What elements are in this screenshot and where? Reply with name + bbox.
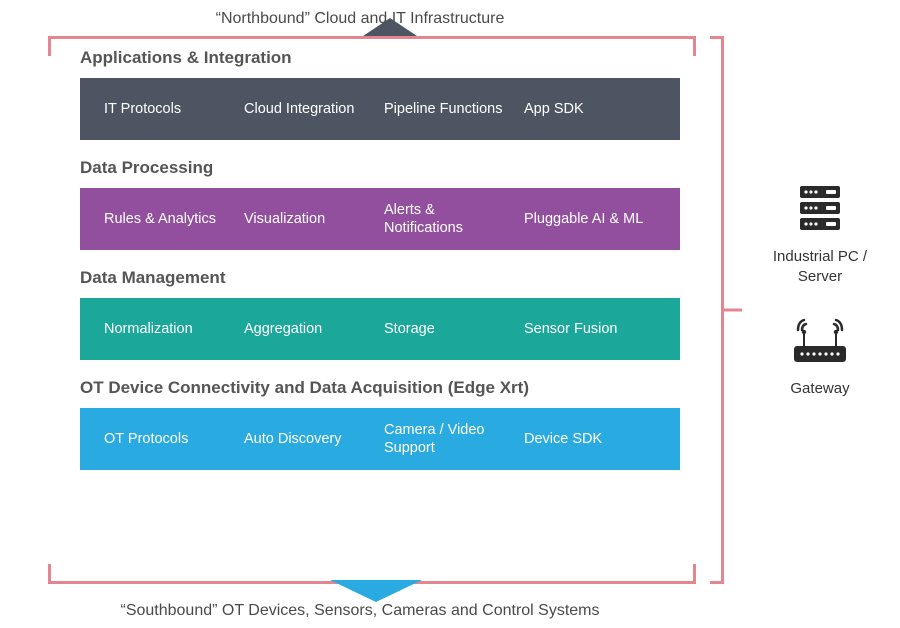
layer-item: Auto Discovery [244, 430, 384, 448]
layer-bar: Normalization Aggregation Storage Sensor… [80, 298, 680, 360]
layer-item: Device SDK [524, 430, 664, 448]
server-block: Industrial PC / Server [750, 180, 890, 286]
layer-title: Data Processing [80, 158, 680, 178]
layer-title: Applications & Integration [80, 48, 680, 68]
layer-processing: Data Processing Rules & Analytics Visual… [80, 158, 680, 250]
layer-applications: Applications & Integration IT Protocols … [80, 48, 680, 140]
layer-item: Visualization [244, 210, 384, 228]
right-bracket-icon [694, 36, 724, 584]
layer-item: IT Protocols [104, 100, 244, 118]
server-icon [792, 180, 848, 236]
layer-item: Cloud Integration [244, 100, 384, 118]
layer-stack: Applications & Integration IT Protocols … [80, 48, 680, 470]
layer-title: OT Device Connectivity and Data Acquisit… [80, 378, 680, 398]
layer-item: Normalization [104, 320, 244, 338]
layer-item: Pluggable AI & ML [524, 210, 664, 228]
layer-title: Data Management [80, 268, 680, 288]
layer-item: Storage [384, 320, 524, 338]
arrow-down-icon [330, 580, 422, 602]
layer-item: Pipeline Functions [384, 100, 524, 118]
gateway-label: Gateway [750, 379, 890, 399]
layer-management: Data Management Normalization Aggregatio… [80, 268, 680, 360]
layer-connectivity: OT Device Connectivity and Data Acquisit… [80, 378, 680, 470]
gateway-icon [788, 316, 852, 368]
layer-bar: IT Protocols Cloud Integration Pipeline … [80, 78, 680, 140]
arrow-up-icon [360, 18, 420, 38]
layer-bar: OT Protocols Auto Discovery Camera / Vid… [80, 408, 680, 470]
gateway-block: Gateway [750, 316, 890, 399]
server-label: Industrial PC / Server [750, 247, 890, 286]
layer-item: OT Protocols [104, 430, 244, 448]
diagram-canvas: “Northbound” Cloud and IT Infrastructure… [0, 0, 900, 628]
layer-item: Alerts & Notifications [384, 201, 524, 237]
layer-item: App SDK [524, 100, 664, 118]
layer-item: Sensor Fusion [524, 320, 664, 338]
southbound-caption: “Southbound” OT Devices, Sensors, Camera… [0, 602, 720, 620]
layer-item: Aggregation [244, 320, 384, 338]
side-legend: Industrial PC / Server [750, 180, 890, 429]
layer-item: Rules & Analytics [104, 210, 244, 228]
layer-bar: Rules & Analytics Visualization Alerts &… [80, 188, 680, 250]
layer-item: Camera / Video Support [384, 421, 524, 457]
